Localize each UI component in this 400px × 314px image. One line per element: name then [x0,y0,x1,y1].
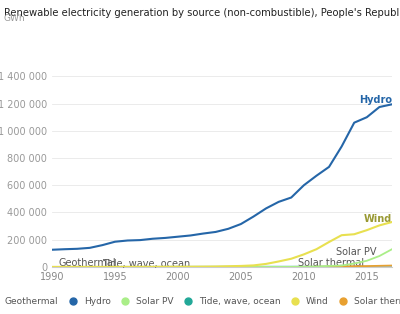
Text: Geothermal: Geothermal [58,258,116,268]
Text: Renewable electricity generation by source (non-combustible), People's Republic : Renewable electricity generation by sour… [4,8,400,18]
Legend: Geothermal, Hydro, Solar PV, Tide, wave, ocean, Wind, Solar thermal: Geothermal, Hydro, Solar PV, Tide, wave,… [0,293,400,310]
Text: Tide, wave, ocean: Tide, wave, ocean [102,259,191,269]
Text: Hydro: Hydro [359,95,392,105]
Text: Solar PV: Solar PV [336,247,377,257]
Text: Solar thermal: Solar thermal [298,258,364,268]
Text: Wind: Wind [364,214,392,224]
Text: GWh: GWh [4,14,26,23]
